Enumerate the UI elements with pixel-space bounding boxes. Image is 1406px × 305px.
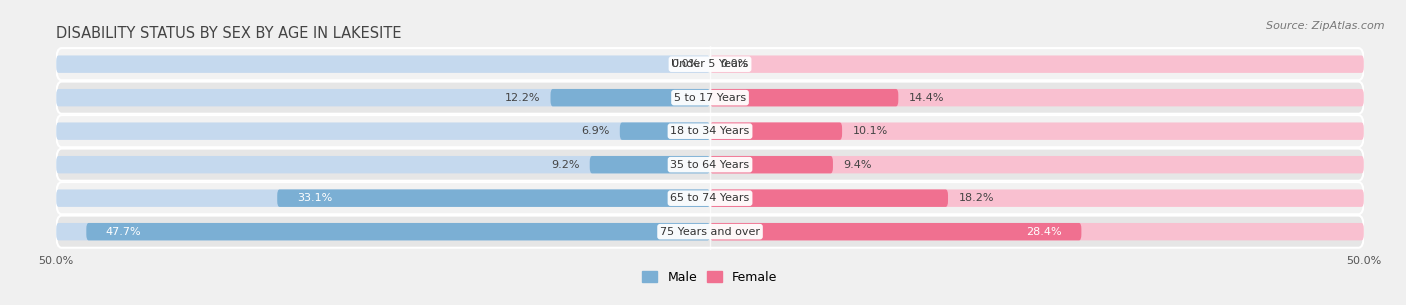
FancyBboxPatch shape bbox=[56, 48, 1364, 80]
FancyBboxPatch shape bbox=[86, 223, 710, 240]
FancyBboxPatch shape bbox=[56, 149, 1364, 181]
FancyBboxPatch shape bbox=[620, 123, 710, 140]
Text: Under 5 Years: Under 5 Years bbox=[672, 59, 748, 69]
FancyBboxPatch shape bbox=[56, 223, 710, 240]
FancyBboxPatch shape bbox=[56, 182, 1364, 214]
Text: 9.2%: 9.2% bbox=[551, 160, 579, 170]
Text: 9.4%: 9.4% bbox=[844, 160, 872, 170]
Text: 35 to 64 Years: 35 to 64 Years bbox=[671, 160, 749, 170]
Text: 0.0%: 0.0% bbox=[720, 59, 749, 69]
Text: 65 to 74 Years: 65 to 74 Years bbox=[671, 193, 749, 203]
FancyBboxPatch shape bbox=[710, 56, 1364, 73]
Text: DISABILITY STATUS BY SEX BY AGE IN LAKESITE: DISABILITY STATUS BY SEX BY AGE IN LAKES… bbox=[56, 26, 402, 41]
FancyBboxPatch shape bbox=[710, 89, 898, 106]
FancyBboxPatch shape bbox=[710, 156, 1364, 173]
Text: 33.1%: 33.1% bbox=[297, 193, 332, 203]
FancyBboxPatch shape bbox=[710, 123, 1364, 140]
Text: 5 to 17 Years: 5 to 17 Years bbox=[673, 93, 747, 103]
FancyBboxPatch shape bbox=[710, 123, 842, 140]
FancyBboxPatch shape bbox=[710, 223, 1364, 240]
Text: 75 Years and over: 75 Years and over bbox=[659, 227, 761, 237]
Text: 28.4%: 28.4% bbox=[1026, 227, 1062, 237]
FancyBboxPatch shape bbox=[56, 216, 1364, 248]
FancyBboxPatch shape bbox=[710, 89, 1364, 106]
Legend: Male, Female: Male, Female bbox=[637, 266, 783, 289]
FancyBboxPatch shape bbox=[277, 189, 710, 207]
FancyBboxPatch shape bbox=[56, 189, 710, 207]
FancyBboxPatch shape bbox=[589, 156, 710, 173]
FancyBboxPatch shape bbox=[56, 82, 1364, 114]
FancyBboxPatch shape bbox=[710, 189, 1364, 207]
FancyBboxPatch shape bbox=[56, 156, 710, 173]
Text: Source: ZipAtlas.com: Source: ZipAtlas.com bbox=[1267, 21, 1385, 31]
Text: 0.0%: 0.0% bbox=[671, 59, 700, 69]
Text: 6.9%: 6.9% bbox=[581, 126, 609, 136]
FancyBboxPatch shape bbox=[56, 56, 710, 73]
Text: 18.2%: 18.2% bbox=[959, 193, 994, 203]
Text: 14.4%: 14.4% bbox=[908, 93, 945, 103]
Text: 12.2%: 12.2% bbox=[505, 93, 540, 103]
Text: 18 to 34 Years: 18 to 34 Years bbox=[671, 126, 749, 136]
FancyBboxPatch shape bbox=[710, 156, 832, 173]
FancyBboxPatch shape bbox=[56, 123, 710, 140]
FancyBboxPatch shape bbox=[551, 89, 710, 106]
FancyBboxPatch shape bbox=[56, 89, 710, 106]
Text: 47.7%: 47.7% bbox=[105, 227, 142, 237]
FancyBboxPatch shape bbox=[710, 223, 1081, 240]
Text: 10.1%: 10.1% bbox=[852, 126, 887, 136]
FancyBboxPatch shape bbox=[56, 115, 1364, 147]
FancyBboxPatch shape bbox=[710, 189, 948, 207]
